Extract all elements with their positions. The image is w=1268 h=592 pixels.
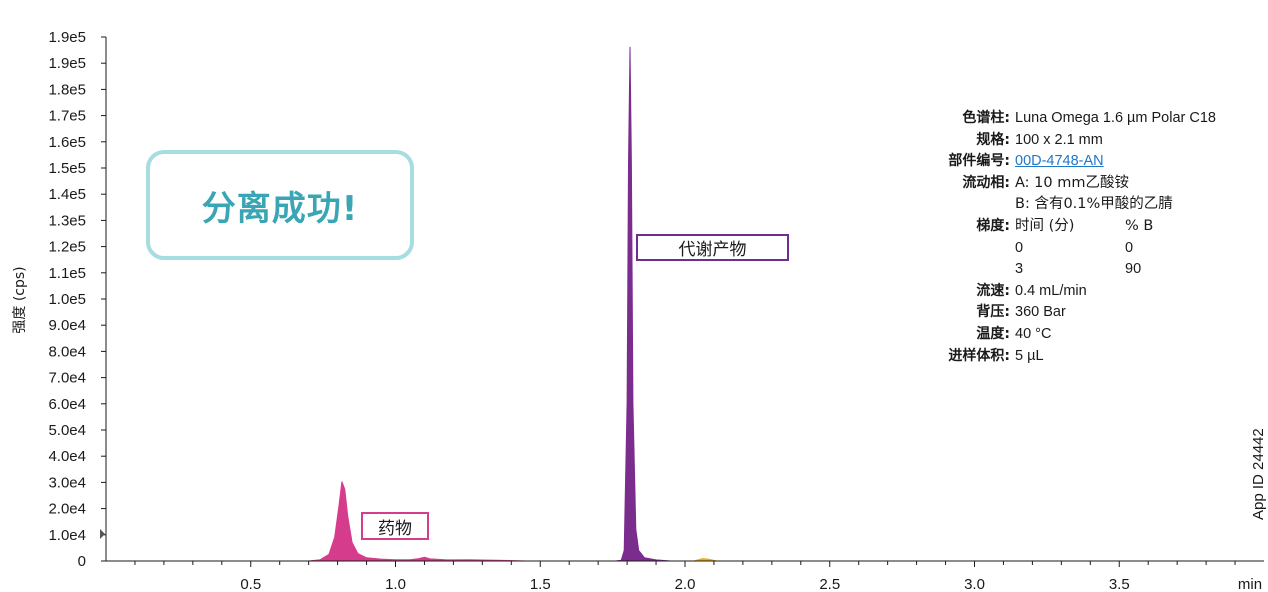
method-conditions: 色谱柱: Luna Omega 1.6 µm Polar C18 规格: 100… [905,108,1216,367]
threshold-marker-icon [100,529,105,539]
pressure-value: 360 Bar [1015,304,1066,321]
separation-success-callout: 分离成功! [146,150,414,260]
metabolite-peak-label: 代谢产物 [636,234,789,261]
part-number-link[interactable]: 00D-4748-AN [1015,153,1104,170]
injection-key: 进样体积: [948,347,1010,364]
drug-peak-label: 药物 [361,512,429,540]
mobile-phase-key: 流动相: [962,174,1010,191]
gradient-b-cell: 90 [1125,261,1142,278]
part-number-row: 部件编号: 00D-4748-AN [905,151,1216,173]
injection-value: 5 µL [1015,347,1044,364]
gradient-b-cell: 0 [1125,239,1134,256]
flow-key: 流速: [976,282,1010,299]
y-tick-label: 1.2e5 [48,239,86,256]
callout-text: 分离成功! [201,188,359,229]
y-tick-label: 1.4e5 [48,186,86,203]
x-axis-title: min [1238,576,1262,592]
part-number-key: 部件编号: [948,153,1010,170]
y-tick-label: 0 [78,553,86,570]
injection-row: 进样体积: 5 µL [905,346,1216,368]
y-tick-label: 1.3e5 [48,212,86,229]
gradient-header-time: 时间 (分) [1015,217,1075,234]
y-tick-label: 7.0e4 [48,370,86,387]
mobile-phase-b-row: B: 含有0.1%甲酸的乙腈 [905,194,1216,216]
x-tick-label: 2.0 [675,576,696,592]
gradient-key: 梯度: [976,217,1010,234]
y-tick-label: 1.0e5 [48,291,86,308]
flow-row: 流速: 0.4 mL/min [905,281,1216,303]
pressure-row: 背压: 360 Bar [905,302,1216,324]
dimensions-value: 100 x 2.1 mm [1015,131,1103,148]
y-tick-label: 3.0e4 [48,474,86,491]
y-tick-label: 6.0e4 [48,396,86,413]
dimensions-row: 规格: 100 x 2.1 mm [905,130,1216,152]
temperature-value: 40 °C [1015,325,1052,342]
y-tick-label: 1.1e5 [48,265,86,282]
x-tick-label: 0.5 [240,576,261,592]
column-row: 色谱柱: Luna Omega 1.6 µm Polar C18 [905,108,1216,130]
y-tick-label: 1.6e5 [48,134,86,151]
y-tick-label: 1.5e5 [48,160,86,177]
app-id-label: App ID 24442 [1250,428,1267,520]
y-tick-label: 4.0e4 [48,448,86,465]
mobile-phase-a: A: 10 mm乙酸铵 [1015,174,1129,191]
column-key: 色谱柱: [962,110,1010,126]
mobile-phase-b: B: 含有0.1%甲酸的乙腈 [1015,196,1173,213]
x-tick-label: 1.0 [385,576,406,592]
column-value: Luna Omega 1.6 µm Polar C18 [1015,110,1216,126]
x-tick-label: 2.5 [819,576,840,592]
y-tick-label: 9.0e4 [48,317,86,334]
x-tick-label: 3.0 [964,576,985,592]
mobile-phase-row: 流动相: A: 10 mm乙酸铵 [905,173,1216,195]
y-tick-label: 5.0e4 [48,422,86,439]
y-axis-title: 强度 (cps) [12,266,28,333]
gradient-header-b: % B [1125,217,1154,234]
pressure-key: 背压: [976,304,1010,321]
y-tick-label: 8.0e4 [48,343,86,360]
series-area-0 [308,481,526,562]
y-tick-label: 1.9e5 [48,55,86,72]
x-tick-label: 1.5 [530,576,551,592]
dimensions-key: 规格: [976,131,1010,148]
series-area-1 [615,46,671,562]
gradient-step-row: 3 90 [905,259,1216,281]
y-tick-label: 1.0e4 [48,527,86,544]
y-tick-label: 1.7e5 [48,108,86,125]
x-tick-label: 3.5 [1109,576,1130,592]
flow-value: 0.4 mL/min [1015,282,1087,299]
gradient-time-cell: 3 [1015,261,1024,278]
gradient-time-cell: 0 [1015,239,1024,256]
temperature-key: 温度: [976,325,1010,342]
gradient-row: 梯度: 时间 (分) % B [905,216,1216,238]
y-tick-label: 1.9e5 [48,29,86,46]
y-tick-label: 2.0e4 [48,501,86,518]
temperature-row: 温度: 40 °C [905,324,1216,346]
y-tick-label: 1.8e5 [48,81,86,98]
